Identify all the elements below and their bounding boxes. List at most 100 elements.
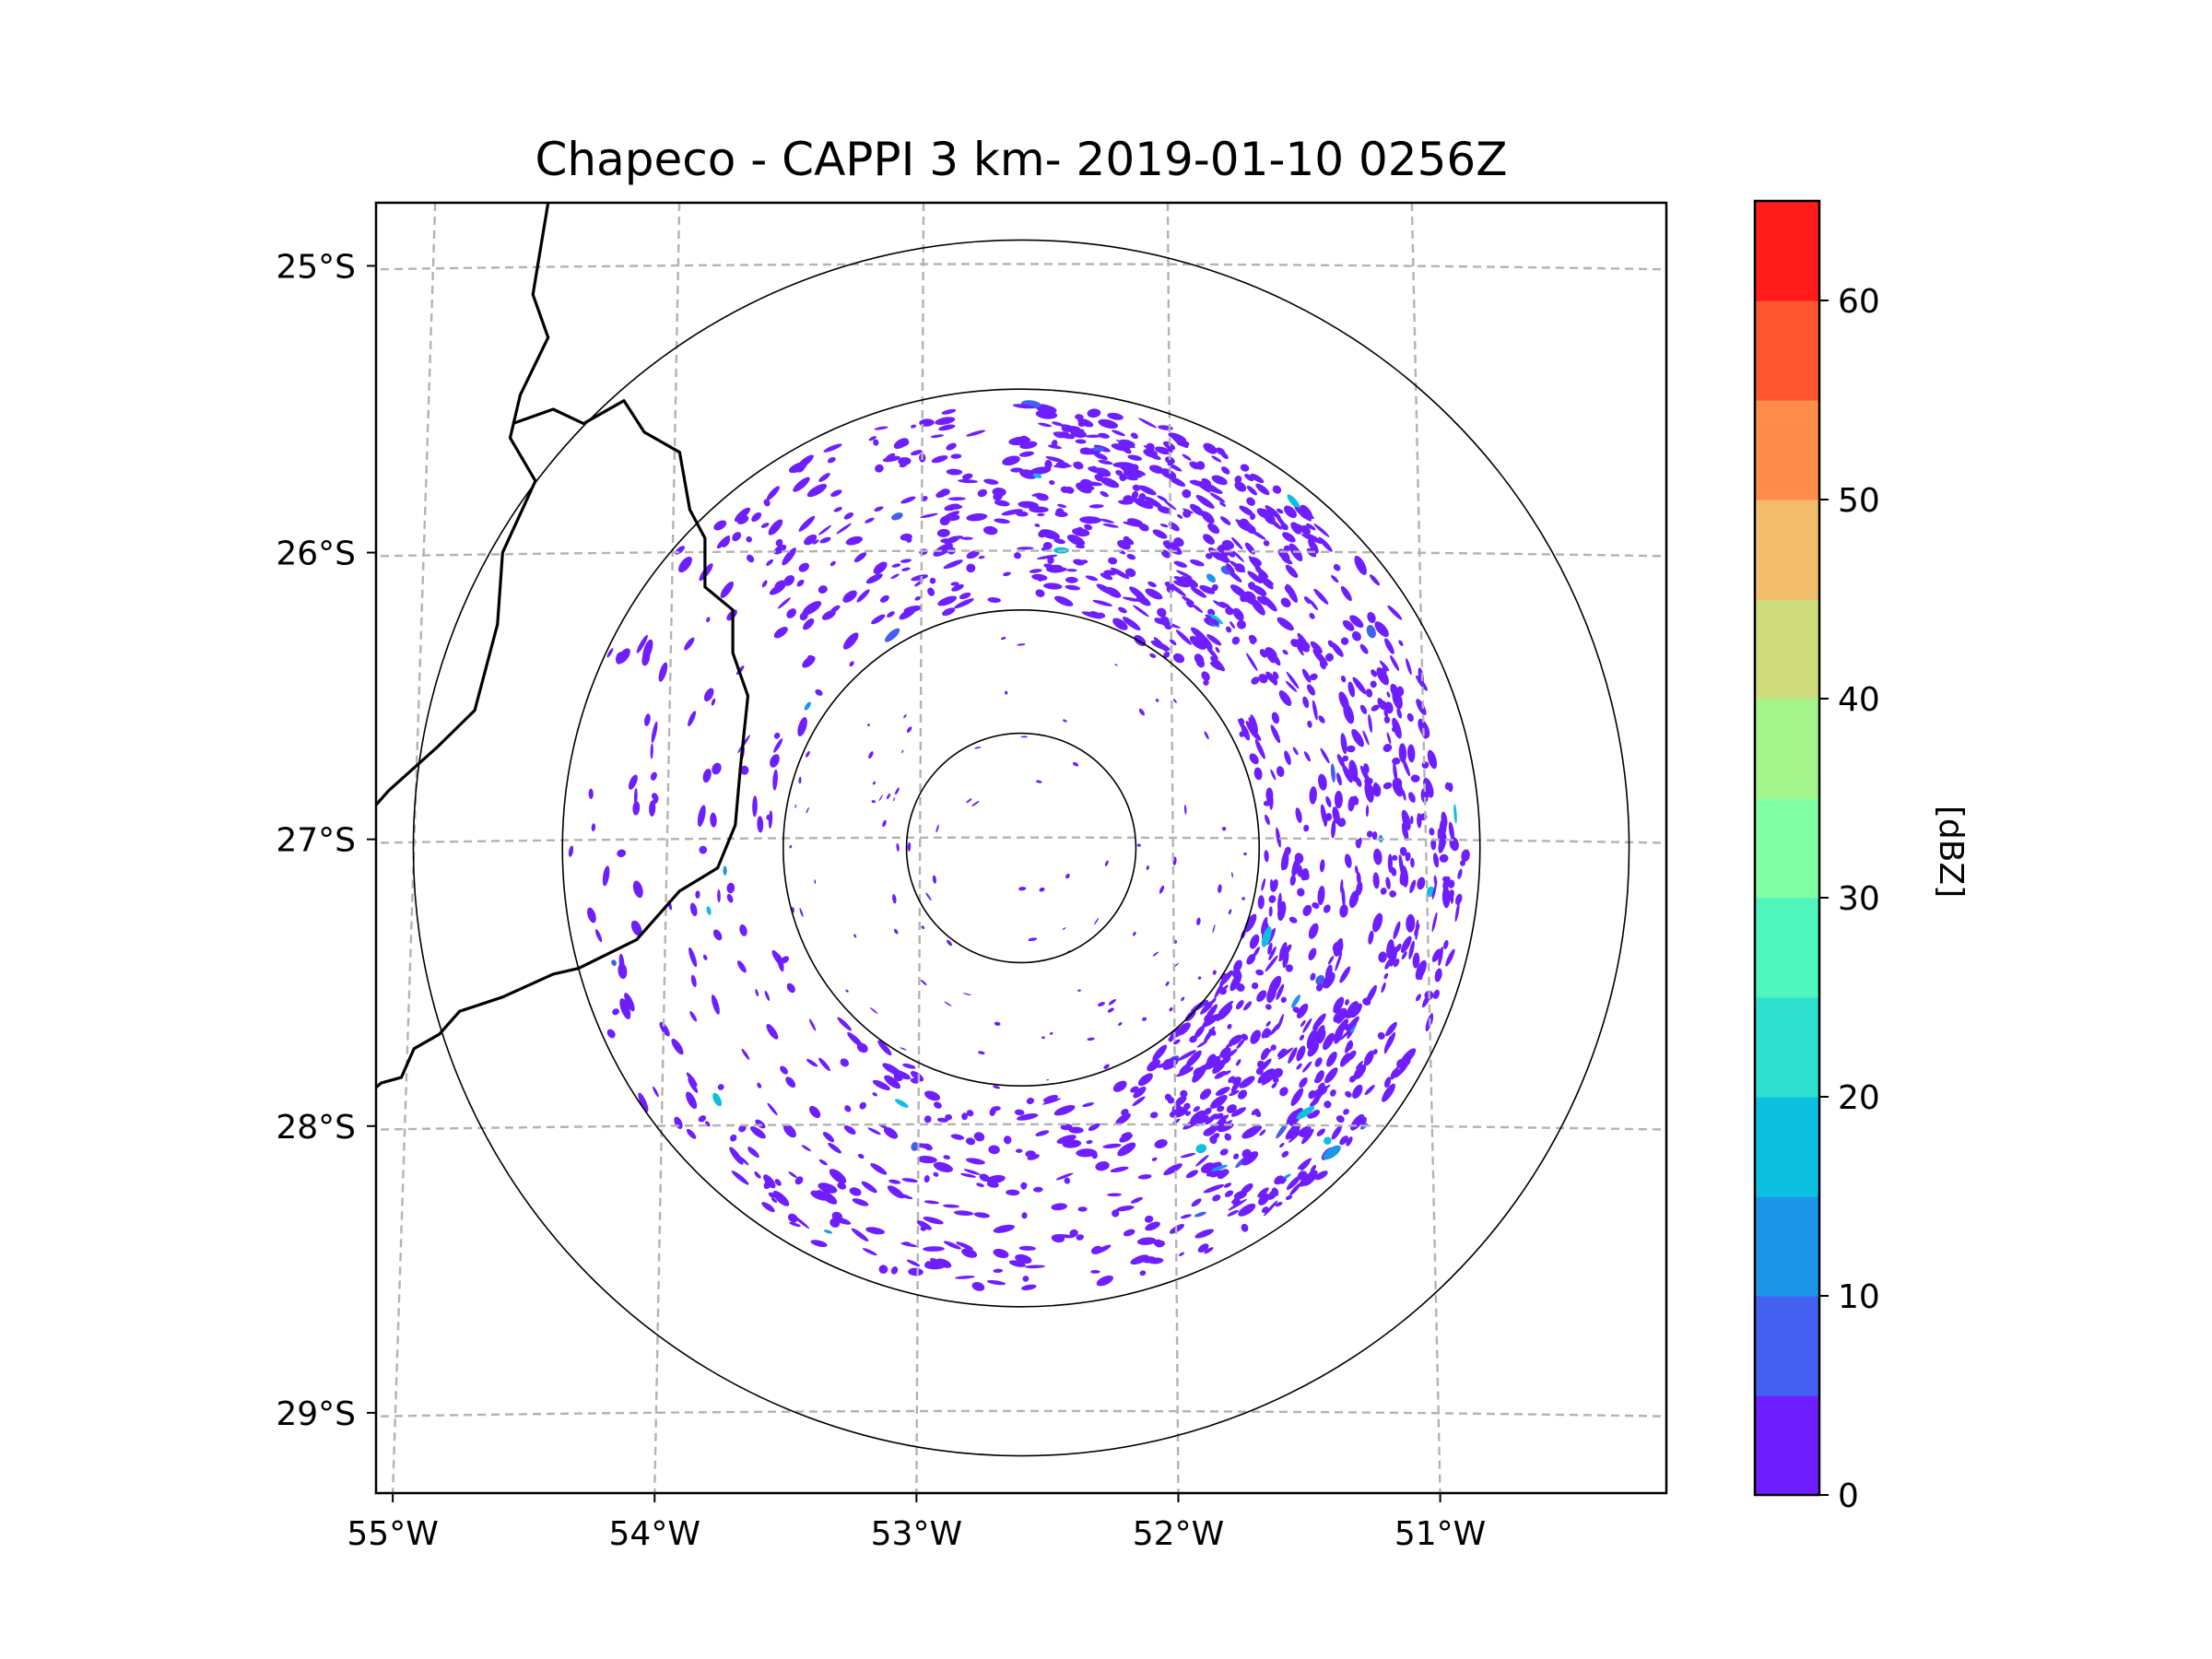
- echo-speckle: [1283, 555, 1290, 562]
- echo-speckle: [808, 1018, 817, 1031]
- echo-speckle: [1017, 1113, 1039, 1121]
- echo-speckle: [1135, 594, 1151, 606]
- echo-speckle: [1345, 998, 1349, 1006]
- echo-speckle: [818, 1182, 838, 1194]
- echo-speckle: [1336, 818, 1347, 828]
- echo-speckle: [1291, 994, 1300, 1008]
- echo-speckle: [1272, 671, 1279, 679]
- echo-speckle: [1300, 1159, 1311, 1171]
- echo-speckle: [892, 893, 897, 904]
- echo-speckle: [726, 893, 734, 903]
- echo-speckle: [1276, 508, 1284, 514]
- echo-speckle: [1212, 1133, 1220, 1140]
- echo-speckle: [796, 579, 805, 587]
- echo-speckle: [958, 479, 979, 484]
- echo-speckle: [1231, 969, 1241, 979]
- echo-speckle: [1348, 759, 1359, 782]
- echo-speckle: [965, 1137, 976, 1146]
- echo-speckle: [1406, 658, 1412, 676]
- echo-speckle: [923, 1246, 945, 1252]
- echo-speckle: [933, 1171, 939, 1177]
- echo-speckle: [1225, 606, 1234, 616]
- echo-speckle: [1295, 807, 1302, 823]
- echo-speckle: [770, 754, 780, 768]
- echo-speckle: [1353, 1064, 1367, 1080]
- echo-speckle: [851, 1228, 869, 1242]
- echo-speckle: [1364, 1055, 1372, 1064]
- echo-speckle: [763, 1180, 772, 1190]
- echo-speckle: [1332, 941, 1342, 954]
- echo-speckle: [862, 1248, 877, 1256]
- echo-speckle: [867, 1127, 881, 1135]
- echo-speckle: [717, 889, 721, 903]
- echo-speckle: [1218, 1049, 1231, 1057]
- echo-speckle: [1157, 506, 1172, 514]
- y-tick-label: 29°S: [276, 1395, 356, 1433]
- echo-speckle: [1122, 617, 1141, 631]
- echo-speckle: [1265, 787, 1274, 803]
- country-borders: [376, 203, 750, 1089]
- echo-speckle: [1149, 1112, 1159, 1119]
- echo-speckle: [1406, 712, 1414, 723]
- echo-speckle: [1331, 641, 1344, 657]
- echo-speckle: [1105, 586, 1122, 598]
- echo-speckle: [798, 776, 802, 784]
- echo-speckle: [1145, 1221, 1160, 1231]
- range-ring-2: [782, 608, 1261, 1088]
- echo-speckle: [686, 1128, 697, 1139]
- echo-speckle: [1296, 1105, 1315, 1120]
- echo-speckle: [891, 512, 903, 521]
- echo-speckle: [1124, 536, 1135, 546]
- echo-speckle: [1326, 1052, 1337, 1067]
- echo-speckle: [1060, 486, 1069, 493]
- echo-speckle: [1065, 584, 1081, 591]
- echo-speckle: [1348, 710, 1354, 720]
- echo-speckle: [1382, 666, 1387, 674]
- echo-speckle: [1420, 787, 1429, 804]
- echo-speckle: [766, 559, 774, 566]
- echo-speckle: [1040, 529, 1060, 540]
- echo-speckle: [1246, 653, 1258, 671]
- echo-speckle: [1133, 605, 1149, 618]
- echo-speckle: [1249, 557, 1262, 567]
- echo-speckle: [1212, 1194, 1221, 1202]
- echo-speckle: [1042, 1094, 1058, 1102]
- echo-speckle: [1381, 982, 1386, 994]
- echo-speckle: [1340, 637, 1349, 645]
- echo-speckle: [1331, 1124, 1342, 1140]
- echo-speckle: [1148, 1257, 1164, 1265]
- echo-speckle: [1265, 1004, 1272, 1010]
- echo-speckle: [1144, 1215, 1154, 1223]
- colorbar-tick-label: 50: [1838, 482, 1880, 520]
- echo-speckle: [1276, 766, 1285, 777]
- echo-speckle: [944, 513, 960, 522]
- echo-speckle: [1335, 1115, 1345, 1124]
- echo-speckle: [1176, 570, 1193, 579]
- echo-speckle: [1115, 1206, 1135, 1212]
- echo-speckle: [1241, 1148, 1252, 1159]
- echo-speckle: [1056, 503, 1067, 508]
- echo-speckle: [1289, 875, 1296, 886]
- echo-speckle: [1204, 1107, 1212, 1115]
- echo-speckle: [935, 824, 939, 833]
- echo-speckle: [1070, 429, 1088, 438]
- lat-lon-gridlines: [376, 203, 1666, 1493]
- echo-speckle: [1025, 1150, 1036, 1158]
- echo-speckle: [1157, 1062, 1169, 1068]
- echo-speckle: [797, 716, 807, 737]
- echo-speckle: [869, 1007, 878, 1014]
- echo-speckle: [966, 563, 976, 573]
- echo-speckle: [1290, 1088, 1304, 1106]
- echo-speckle: [1254, 1109, 1262, 1118]
- colorbar-bin: [1755, 201, 1819, 301]
- echo-speckle: [989, 1107, 996, 1116]
- echo-speckle: [1112, 1080, 1127, 1092]
- colorbar-label: [dBZ]: [1932, 806, 1970, 898]
- echo-speckle: [772, 769, 778, 791]
- echo-speckle: [1052, 421, 1064, 427]
- echo-speckle: [1180, 1152, 1196, 1159]
- echo-speckle: [1408, 792, 1416, 803]
- echo-speckle: [849, 1187, 862, 1196]
- colorbar-bin: [1755, 997, 1819, 1098]
